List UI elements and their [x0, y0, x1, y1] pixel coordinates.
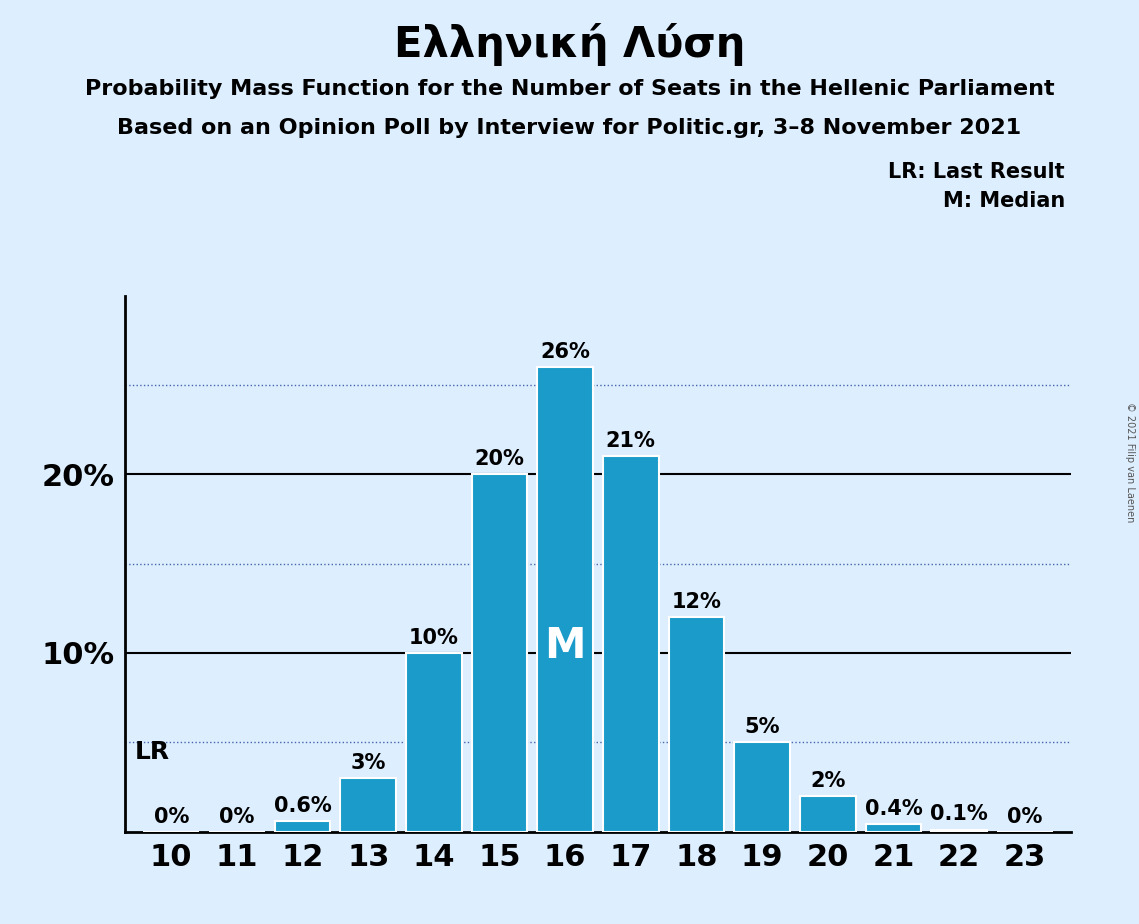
Text: LR: Last Result: LR: Last Result	[888, 162, 1065, 182]
Text: 0%: 0%	[219, 808, 255, 827]
Bar	[932, 830, 988, 832]
Bar	[800, 796, 855, 832]
Text: 5%: 5%	[745, 717, 780, 737]
Bar	[341, 778, 396, 832]
Text: 26%: 26%	[540, 342, 590, 362]
Text: M: Median: M: Median	[943, 191, 1065, 212]
Text: 0.4%: 0.4%	[865, 799, 923, 819]
Text: Probability Mass Function for the Number of Seats in the Hellenic Parliament: Probability Mass Function for the Number…	[84, 79, 1055, 99]
Text: Based on an Opinion Poll by Interview for Politic.gr, 3–8 November 2021: Based on an Opinion Poll by Interview fo…	[117, 118, 1022, 139]
Text: Ελληνική Λύση: Ελληνική Λύση	[394, 23, 745, 67]
Bar	[735, 742, 790, 832]
Bar	[669, 617, 724, 832]
Text: 0%: 0%	[1007, 808, 1042, 827]
Bar	[274, 821, 330, 832]
Text: 0.1%: 0.1%	[931, 805, 988, 824]
Text: 10%: 10%	[409, 627, 459, 648]
Text: 20%: 20%	[475, 449, 524, 469]
Text: 12%: 12%	[672, 592, 721, 612]
Bar	[405, 653, 461, 832]
Bar	[603, 456, 658, 832]
Text: LR: LR	[136, 740, 170, 764]
Bar	[866, 824, 921, 832]
Text: 21%: 21%	[606, 432, 656, 451]
Bar	[538, 367, 593, 832]
Text: © 2021 Filip van Laenen: © 2021 Filip van Laenen	[1125, 402, 1134, 522]
Bar	[472, 474, 527, 832]
Text: M: M	[544, 625, 585, 667]
Text: 3%: 3%	[351, 753, 386, 772]
Text: 0%: 0%	[154, 808, 189, 827]
Text: 2%: 2%	[810, 771, 845, 791]
Text: 0.6%: 0.6%	[273, 796, 331, 816]
